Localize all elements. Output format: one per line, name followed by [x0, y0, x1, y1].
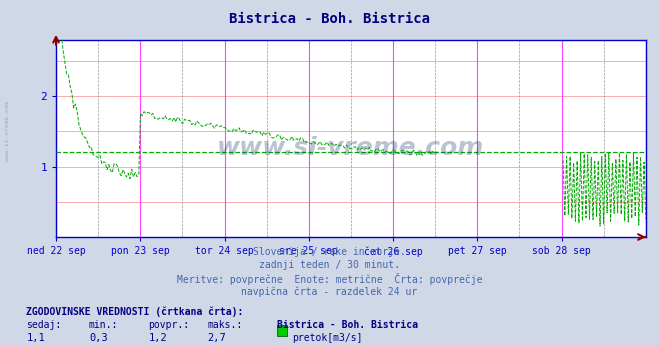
Text: Meritve: povprečne  Enote: metrične  Črta: povprečje: Meritve: povprečne Enote: metrične Črta:… [177, 273, 482, 285]
Text: pretok[m3/s]: pretok[m3/s] [293, 333, 363, 343]
Text: 2,7: 2,7 [208, 333, 226, 343]
Text: Slovenija / reke in morje.: Slovenija / reke in morje. [253, 247, 406, 257]
Text: 1,1: 1,1 [26, 333, 45, 343]
Text: 1,2: 1,2 [148, 333, 167, 343]
Text: Bistrica - Boh. Bistrica: Bistrica - Boh. Bistrica [229, 12, 430, 26]
Text: www.si-vreme.com: www.si-vreme.com [217, 136, 484, 160]
Text: zadnji teden / 30 minut.: zadnji teden / 30 minut. [259, 260, 400, 270]
Text: ZGODOVINSKE VREDNOSTI (črtkana črta):: ZGODOVINSKE VREDNOSTI (črtkana črta): [26, 306, 244, 317]
Text: www.si-vreme.com: www.si-vreme.com [5, 101, 11, 162]
Text: Bistrica - Boh. Bistrica: Bistrica - Boh. Bistrica [277, 320, 418, 330]
Text: povpr.:: povpr.: [148, 320, 189, 330]
Text: navpična črta - razdelek 24 ur: navpična črta - razdelek 24 ur [241, 286, 418, 297]
Text: min.:: min.: [89, 320, 119, 330]
Text: sedaj:: sedaj: [26, 320, 61, 330]
Text: 0,3: 0,3 [89, 333, 107, 343]
Text: maks.:: maks.: [208, 320, 243, 330]
